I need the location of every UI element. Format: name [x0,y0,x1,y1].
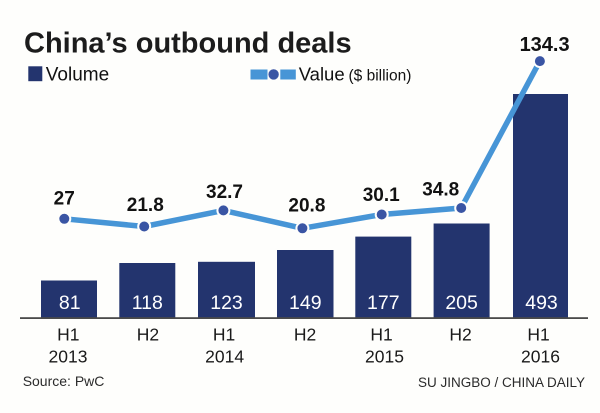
svg-text:2016: 2016 [521,347,560,367]
svg-text:Source: PwC: Source: PwC [23,373,105,389]
svg-text:Value: Value [299,64,345,85]
svg-text:30.1: 30.1 [363,185,400,206]
svg-text:205: 205 [445,292,478,314]
svg-text:21.8: 21.8 [127,195,164,216]
svg-text:H1: H1 [370,325,392,345]
svg-text:H2: H2 [137,325,159,345]
svg-text:20.8: 20.8 [288,195,325,216]
svg-text:27: 27 [54,188,75,209]
svg-text:H2: H2 [294,325,316,345]
svg-text:32.7: 32.7 [206,182,243,203]
svg-text:34.8: 34.8 [422,179,459,200]
svg-text:China’s outbound deals: China’s outbound deals [24,28,352,60]
svg-text:H1: H1 [527,325,549,345]
svg-text:123: 123 [210,292,243,314]
svg-text:SU JINGBO / CHINA DAILY: SU JINGBO / CHINA DAILY [418,375,585,390]
svg-text:Volume: Volume [46,65,109,86]
svg-text:H1: H1 [213,325,235,345]
svg-text:118: 118 [132,292,163,314]
svg-text:H1: H1 [57,325,79,345]
svg-text:149: 149 [289,292,322,314]
svg-text:177: 177 [367,292,400,314]
svg-text:2013: 2013 [49,347,88,367]
svg-text:493: 493 [525,292,558,314]
svg-text:81: 81 [59,292,81,314]
svg-text:H2: H2 [449,325,471,345]
svg-text:($ billion): ($ billion) [349,68,412,85]
svg-text:134.3: 134.3 [520,34,570,56]
svg-text:2015: 2015 [365,347,404,367]
svg-text:2014: 2014 [205,347,244,367]
